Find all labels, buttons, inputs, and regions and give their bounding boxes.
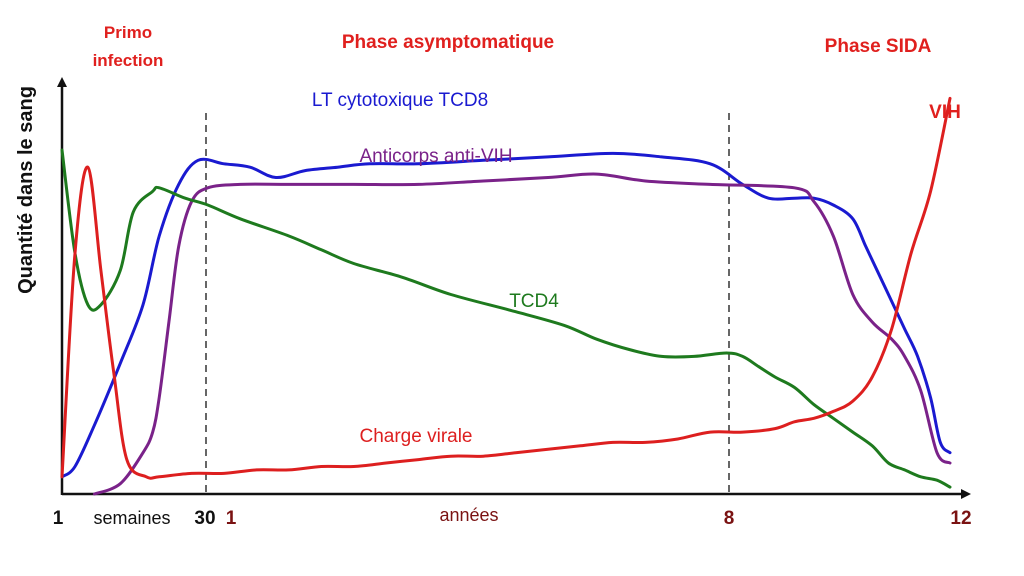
x-tick-1-semaines: 1 [53,508,64,529]
phase-label-primo-line1: Primo [104,23,152,42]
series-line-lt-cytotoxique-tcd8 [60,151,952,479]
y-axis-label: Quantité dans le sang [15,86,37,294]
series-group [60,96,952,496]
phase-label-sida: Phase SIDA [825,36,932,57]
x-tick-1-annees: 1 [226,508,237,529]
phase-label-asymptomatique: Phase asymptomatique [342,32,554,53]
series-label-anticorps: Anticorps anti-VIH [359,146,512,167]
x-tick-8: 8 [724,508,735,529]
x-tick-30: 30 [194,508,215,529]
x-unit-annees: années [439,505,498,525]
x-tick-12: 12 [950,508,971,529]
series-line-tcd4 [60,148,952,489]
series-label-tcd8: LT cytotoxique TCD8 [312,90,488,111]
series-line-charge-virale [60,96,952,480]
x-unit-semaines: semaines [93,508,170,528]
series-line-anticorps-anti-vih [92,172,952,496]
series-label-charge-virale: Charge virale [360,426,473,447]
series-label-vih: VIH [929,102,961,123]
series-label-tcd4: TCD4 [509,291,559,312]
phase-label-primo-line2: infection [93,51,164,70]
